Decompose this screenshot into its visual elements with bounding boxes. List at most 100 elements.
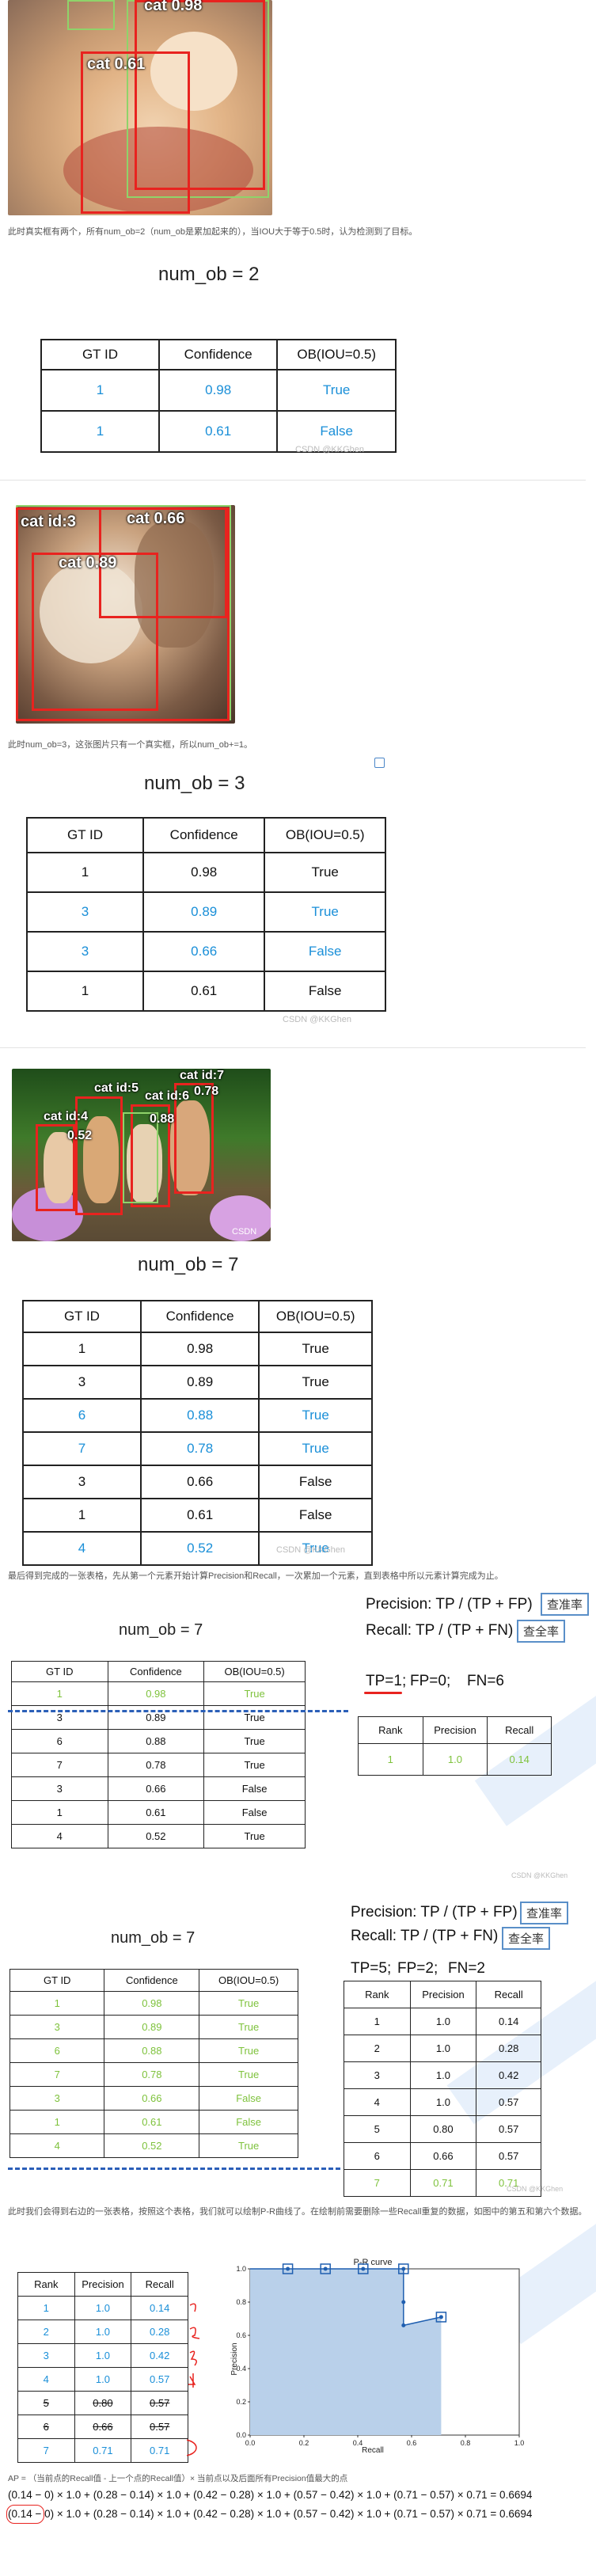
- section-heading: num_ob = 7: [138, 1254, 239, 1275]
- detection-label: cat id:6: [145, 1089, 190, 1103]
- x-axis-label: Recall: [362, 2446, 384, 2454]
- column-header: GT ID: [22, 1300, 142, 1333]
- watermark: CSDN @KKGhen: [295, 445, 364, 454]
- column-header: OB(IOU=0.5): [258, 1300, 373, 1333]
- rank-table-final: Rank Precision Recall 1 1.0 0.14 2 1.0 0.28 …: [17, 2272, 188, 2463]
- pr-point: [438, 2315, 443, 2320]
- x-tick-label: 0.4: [353, 2439, 363, 2447]
- rank-table: Rank Precision Recall 1 1.0 0.14: [358, 1716, 552, 1776]
- detection-label: cat id:7: [180, 1069, 225, 1082]
- precision-tag: 查准率: [541, 1593, 590, 1616]
- pr-point: [286, 2266, 290, 2271]
- recall-formula: Recall: TP / (TP + FN): [351, 1928, 499, 1944]
- pr-point-marker: [398, 2263, 409, 2274]
- fn-count: FN=6: [467, 1673, 504, 1689]
- table-row: 5 0.80 0.57: [344, 2115, 541, 2143]
- pr-point-marker: [320, 2263, 331, 2274]
- recall-tag: 查全率: [517, 1620, 566, 1643]
- detection-label: cat 0.89: [59, 554, 117, 572]
- detection-label: cat 0.61: [87, 55, 146, 73]
- divider: [0, 1047, 586, 1048]
- pr-point-marker: [358, 2263, 369, 2274]
- table-row: 3 0.89 True: [22, 1365, 373, 1400]
- section-heading: num_ob = 7: [119, 1621, 203, 1639]
- table-row: 7 0.71 0.71: [344, 2169, 541, 2197]
- y-tick-label: 0.8: [236, 2298, 246, 2306]
- red-basket: [63, 127, 253, 214]
- detection-box: [75, 1096, 123, 1215]
- detection-box: [81, 51, 190, 214]
- table-row: 7 0.78 True: [9, 2062, 298, 2087]
- pr-line: [250, 2268, 442, 2327]
- table-row: 6 0.88 True: [11, 1729, 306, 1753]
- table-row: 1 0.98 True: [11, 1681, 306, 1706]
- detection-label: 0.88: [150, 1112, 175, 1126]
- cat-head: [150, 32, 237, 111]
- cat-photo-2: cat id:3 cat 0.66 cat 0.89: [16, 505, 235, 724]
- column-header: OB(IOU=0.5): [203, 1661, 306, 1682]
- watermark: CSDN @KKGhen: [511, 1871, 568, 1879]
- table-row: 1 1.0 0.14: [358, 1743, 552, 1776]
- detection-label: cat 0.66: [127, 510, 185, 527]
- table-row: 7 0.78 True: [22, 1431, 373, 1466]
- y-tick-label: 0.0: [236, 2431, 246, 2439]
- table-row: 2 1.0 0.28: [17, 2320, 188, 2344]
- detection-label: cat id:3: [21, 513, 77, 530]
- tp-underline: [364, 1692, 402, 1694]
- x-tick-label: 1.0: [514, 2439, 525, 2447]
- pr-point-marker: [435, 2312, 447, 2323]
- current-row-marker: [8, 1710, 348, 1712]
- watermark: CSDN @KKGhen: [507, 2185, 564, 2193]
- kitten: [44, 1132, 75, 1203]
- cat-photo-1: cat 0.98 cat 0.61: [8, 0, 272, 215]
- kitten: [170, 1100, 210, 1195]
- column-header: Recall: [487, 1716, 552, 1744]
- detection-box: [135, 0, 265, 190]
- current-row-marker: [8, 2168, 340, 2170]
- section-heading: num_ob = 2: [158, 264, 260, 285]
- table-row: 6 0.66 0.57: [344, 2142, 541, 2170]
- cat-face: [40, 560, 142, 663]
- ground-truth-box: [67, 0, 115, 30]
- table-row: 7 0.78 True: [11, 1753, 306, 1777]
- table-row: 1 0.61 False: [26, 971, 386, 1012]
- pr-point: [361, 2266, 366, 2271]
- cats-photo-3: cat id:7 cat id:5 cat id:6 0.78 cat id:4…: [12, 1069, 271, 1241]
- y-tick-label: 0.4: [236, 2365, 246, 2373]
- table-row: 4 0.52 True: [9, 2133, 298, 2158]
- rank-table: Rank Precision Recall 1 1.0 0.14 2 1.0 0.28 …: [344, 1981, 541, 2197]
- detection-box: [174, 1083, 214, 1194]
- column-header: Precision: [409, 1981, 477, 2008]
- detection-label: cat id:5: [94, 1081, 139, 1095]
- column-header: Rank: [358, 1716, 423, 1744]
- column-header: Precision: [74, 2272, 132, 2297]
- precision-formula: Precision: TP / (TP + FP): [351, 1904, 518, 1921]
- fp-count: FP=2;: [397, 1960, 438, 1977]
- watermark: CSDN @KKGhen: [276, 1545, 345, 1555]
- table-row: 7 0.71 0.71: [17, 2438, 188, 2463]
- detection-table: GT ID Confidence OB(IOU=0.5) 1 0.98 True 3…: [9, 1969, 298, 2158]
- x-tick-label: 0.2: [299, 2439, 309, 2447]
- plot-area: 0.0 0.2 0.4 0.6 0.8 1.0 0.0 0.2 0.4 0.6 0.8 1.0: [236, 2263, 525, 2447]
- detection-table: GT ID Confidence OB(IOU=0.5) 1 0.98 True…: [26, 817, 386, 1012]
- column-header: GT ID: [9, 1969, 105, 1992]
- column-header: OB(IOU=0.5): [264, 817, 386, 853]
- y-tick-label: 1.0: [236, 2265, 246, 2273]
- ground-truth-box: [123, 1112, 158, 1203]
- watermark: CSDN @KKGhen: [283, 1015, 351, 1024]
- expand-icon[interactable]: [374, 758, 385, 768]
- table-row: 6 0.88 True: [22, 1398, 373, 1433]
- column-header: GT ID: [11, 1661, 108, 1682]
- column-header: Confidence: [139, 1300, 260, 1333]
- tp-count: TP=5;: [351, 1960, 392, 1977]
- section-heading: num_ob = 3: [144, 773, 245, 794]
- detection-table: GT ID Confidence OB(IOU=0.5) 1 0.98 True…: [40, 339, 397, 453]
- detection-label: cat id:4: [44, 1110, 89, 1123]
- tp-count: TP=1;: [366, 1673, 407, 1689]
- table-row: 3 0.66 False: [9, 2086, 298, 2111]
- detection-box: [131, 1104, 170, 1207]
- table-row: 3 0.89 True: [9, 2015, 298, 2039]
- caption: 此时我们会得到右边的一张表格，按照这个表格，我们就可以绘制P-R曲线了。在绘制前…: [8, 2207, 587, 2217]
- table-row: 4 0.52 True: [22, 1531, 373, 1566]
- fn-count: FN=2: [448, 1960, 485, 1977]
